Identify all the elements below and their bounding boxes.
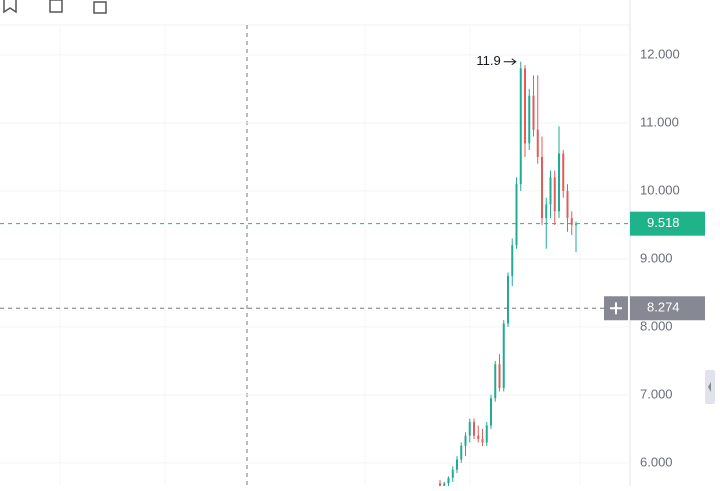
last-price-box	[630, 211, 705, 236]
candle-body	[541, 156, 543, 219]
last-price-label: 9.518	[647, 215, 680, 230]
candle-body	[456, 459, 458, 470]
crosshair-label: 8.274	[647, 300, 680, 315]
delete-icon[interactable]	[93, 1, 107, 14]
candle-body	[490, 398, 492, 426]
y-tick-label: 7.000	[640, 386, 673, 401]
y-tick-label: 10.000	[640, 182, 680, 197]
candle-body	[553, 177, 556, 212]
candle-body	[439, 483, 441, 486]
crosshair-box	[630, 296, 705, 321]
candle-body	[451, 469, 454, 478]
candle-body	[562, 153, 565, 191]
candle-body	[464, 435, 467, 446]
candle-body	[443, 483, 446, 486]
candle-body	[447, 477, 450, 484]
panel-handle-arrow	[708, 382, 711, 392]
y-tick-label: 6.000	[640, 454, 673, 469]
y-tick-label: 9.000	[640, 250, 673, 265]
v-grid	[59, 25, 581, 486]
candle-body	[536, 129, 539, 157]
candle-body	[481, 439, 484, 443]
candle-body	[485, 425, 488, 443]
candle-body	[524, 68, 526, 144]
candle-body	[532, 95, 535, 130]
candle-body	[460, 445, 463, 460]
candle-body	[566, 190, 569, 219]
candle-body	[473, 422, 475, 436]
candle-body	[507, 275, 509, 324]
y-tick-label: 8.000	[640, 318, 673, 333]
candle-body	[498, 364, 501, 389]
candle-body	[468, 422, 471, 436]
candle-body	[549, 177, 552, 205]
candle-body	[477, 435, 480, 440]
bookmark-icon[interactable]	[3, 0, 17, 14]
candle-body	[575, 223, 577, 225]
candle-body	[511, 245, 514, 276]
candle-body	[519, 68, 522, 185]
edit-icon[interactable]	[49, 0, 63, 13]
candle-body	[558, 153, 560, 212]
candle-body	[494, 364, 497, 399]
candle-body	[515, 184, 518, 246]
y-tick-label: 12.000	[640, 46, 680, 61]
candle-body	[528, 95, 531, 144]
toolbar	[3, 0, 107, 14]
y-tick-label: 11.000	[640, 114, 679, 129]
crosshair-plus	[610, 302, 622, 315]
candle-body	[502, 323, 505, 389]
candle-body	[545, 204, 548, 219]
high-marker-arrow	[503, 58, 517, 66]
high-marker-label: 11.9	[476, 53, 500, 68]
candle-body	[570, 218, 573, 225]
